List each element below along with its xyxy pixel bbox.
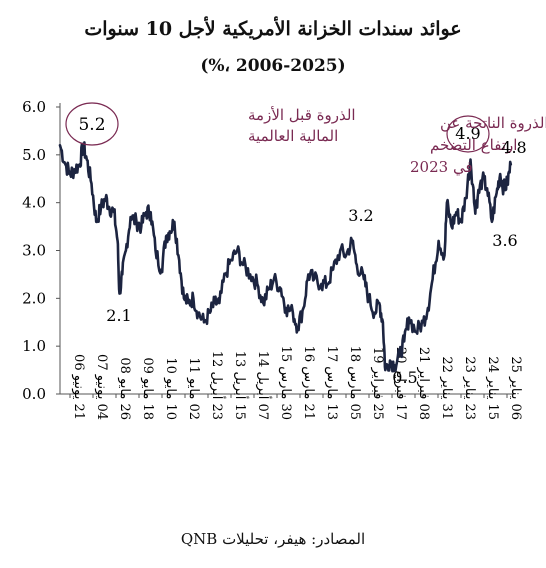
y-tick-label: 3.0: [22, 242, 46, 260]
x-tick-label: 07 أبريل 14: [255, 351, 272, 420]
x-tick-label: 31 يناير 22: [439, 356, 454, 420]
y-tick-label: 6.0: [22, 98, 46, 116]
peak-2007-value: 5.2: [78, 115, 105, 135]
recent-low-label: 3.6: [492, 231, 517, 250]
low-2008-label: 2.1: [106, 306, 131, 325]
x-tick-label: 05 مارس 18: [347, 346, 362, 420]
yield-chart: 0.0 1.0 2.0 3.0 4.0 5.0 6.0 21 يونيو 06 04 يونيو…: [22, 98, 546, 420]
x-tick-label: 18 مايو 09: [140, 357, 155, 420]
x-tick-label: 26 مايو 08: [117, 357, 132, 420]
peak-2007-label-line2: المالية العالمية: [248, 127, 338, 145]
peak-2007-circle: [65, 102, 119, 146]
y-tick-label: 2.0: [22, 289, 46, 307]
axes: 0.0 1.0 2.0 3.0 4.0 5.0 6.0 21 يونيو 06 04 يونيو…: [22, 98, 523, 420]
yield-line: [58, 141, 513, 373]
peak-2023-value: 4.9: [455, 124, 480, 143]
x-tick-label: 23 أبريل 12: [209, 351, 226, 420]
peak-2023-circle: [446, 115, 490, 153]
x-tick-label: 02 مايو 11: [186, 357, 201, 420]
last-value-label: 4.8: [501, 138, 526, 157]
x-tick-label: 13 مارس 17: [324, 346, 339, 420]
x-tick-label: 15 أبريل 13: [232, 351, 249, 420]
x-tick-label: 25 فبراير 19: [370, 347, 385, 420]
chart-subtitle: (%، 2006-2025): [200, 56, 346, 76]
y-tick-label: 1.0: [22, 337, 46, 355]
x-tick-label: 08 فبراير 21: [416, 347, 431, 420]
x-tick-label: 21 مارس 16: [301, 346, 316, 420]
peak-2023-label-line3: في 2023: [410, 158, 473, 176]
y-tick-label: 5.0: [22, 146, 46, 164]
level-2018-label: 3.2: [348, 206, 373, 225]
peak-2007-label-line1: الذروة قبل الأزمة: [248, 106, 356, 124]
x-tick-label: 06 يناير 25: [508, 356, 523, 420]
x-tick-label: 04 يونيو 07: [94, 354, 109, 420]
y-tick-label: 4.0: [22, 194, 46, 212]
y-tick-label: 0.0: [22, 385, 46, 403]
x-tick-label: 23 يناير 23: [462, 356, 477, 420]
x-tick-label: 10 مايو 10: [163, 357, 178, 420]
annotations: 5.2 الذروة قبل الأزمة المالية العالمية 4…: [65, 102, 546, 387]
source-note: المصادر: هيفر، تحليلات QNB: [180, 530, 366, 548]
low-2020-label: 0.5: [392, 368, 417, 387]
peak-2023-label-line1: الذروة الناتجة عن: [440, 114, 546, 132]
x-tick-label: 15 يناير 24: [485, 356, 500, 420]
yield-series: [58, 141, 513, 373]
peak-2023-label-line2: ارتفاع التضخم: [430, 136, 517, 154]
chart-title: عوائد سندات الخزانة الأمريكية لأجل 10 سن…: [84, 18, 462, 40]
x-tick-label: 21 يونيو 06: [71, 354, 86, 420]
x-tick-label: 30 مارس 15: [278, 346, 293, 420]
